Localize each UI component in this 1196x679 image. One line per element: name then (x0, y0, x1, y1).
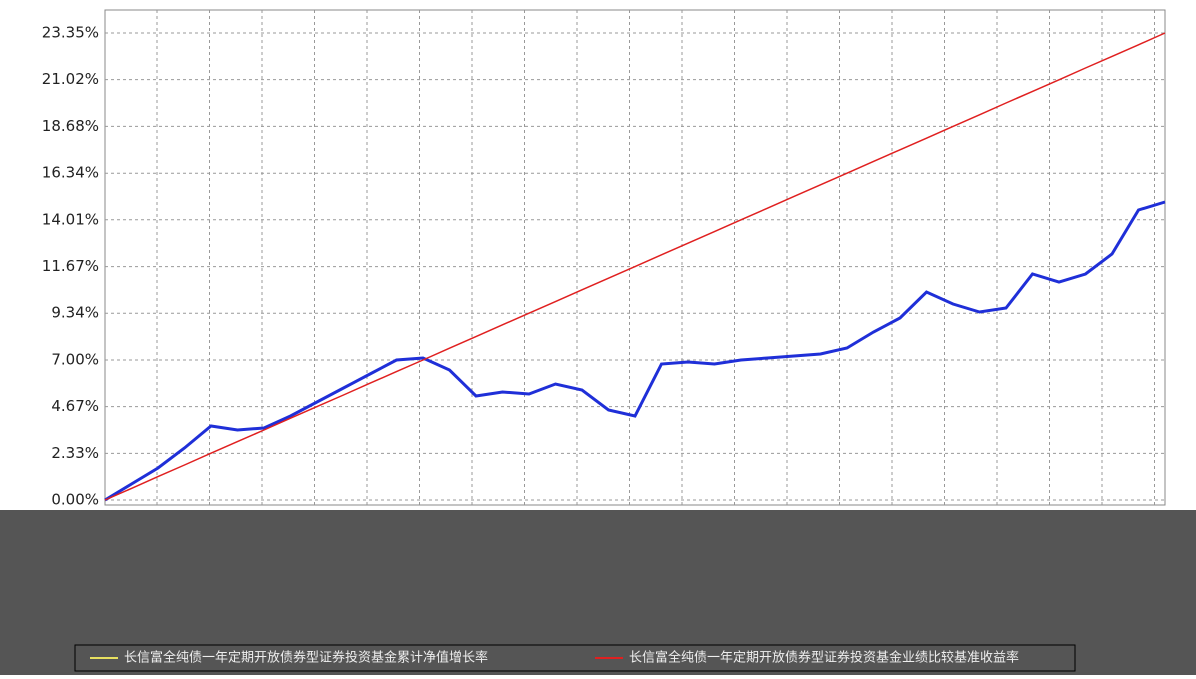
y-tick-label: 2.33% (51, 444, 99, 462)
y-tick-label: 7.00% (51, 351, 99, 369)
y-tick-label: 23.35% (42, 24, 99, 42)
y-tick-label: 16.34% (42, 164, 99, 182)
legend-label: 长信富全纯债一年定期开放债券型证券投资基金业绩比较基准收益率 (629, 650, 1019, 666)
y-tick-label: 18.68% (42, 117, 99, 135)
y-tick-label: 4.67% (51, 397, 99, 415)
y-tick-label: 11.67% (42, 257, 99, 275)
series-line (104, 200, 1166, 502)
series-line (104, 32, 1166, 501)
legend-label: 长信富全纯债一年定期开放债券型证券投资基金累计净值增长率 (124, 650, 488, 666)
vertical-grid (156, 10, 1155, 505)
y-tick-label: 14.01% (42, 210, 99, 228)
legend (74, 644, 1076, 672)
y-tick-label: 0.00% (51, 491, 99, 509)
y-tick-label: 21.02% (42, 70, 99, 88)
y-tick-label: 9.34% (51, 304, 99, 322)
